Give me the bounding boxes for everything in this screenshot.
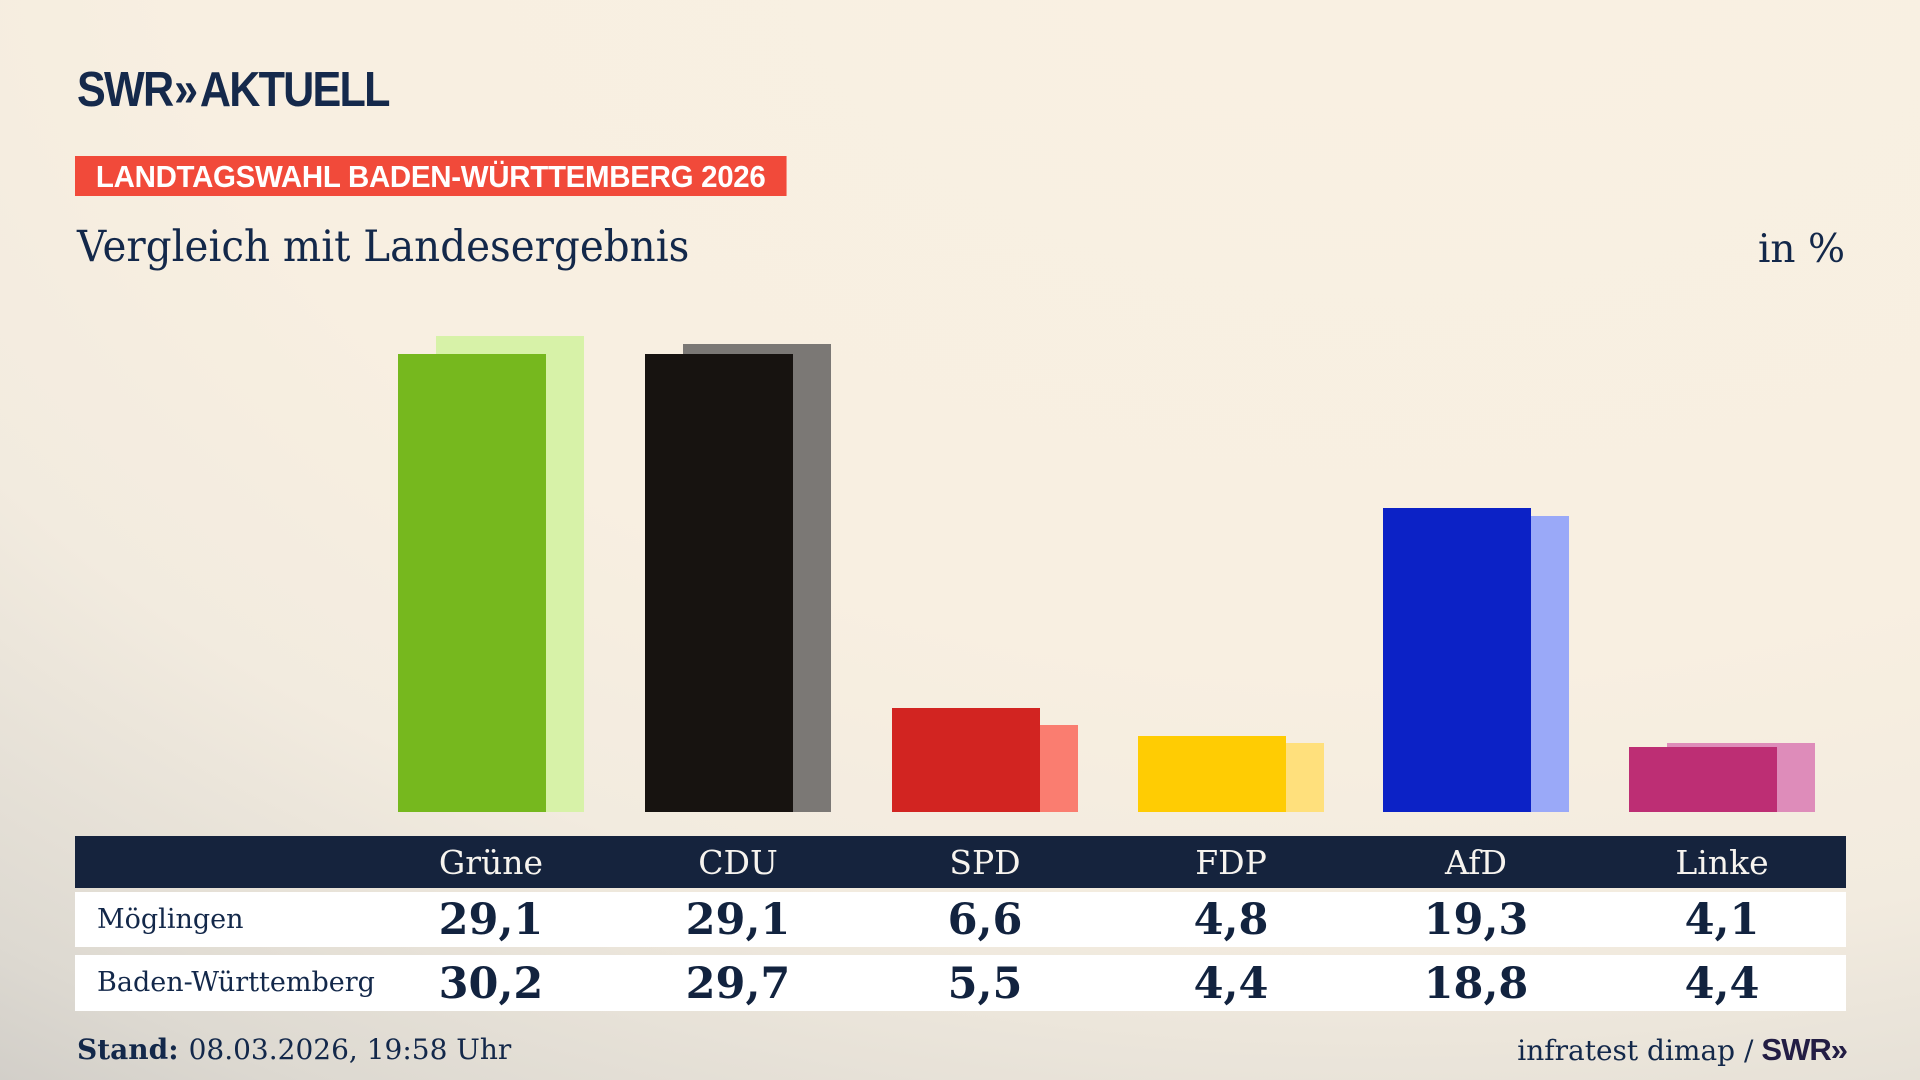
- source-text: infratest dimap /: [1517, 1034, 1754, 1067]
- row-label-baden-wuerttemberg: Baden-Württemberg: [97, 967, 375, 998]
- value-moeglingen-fdp: 4,8: [1193, 895, 1269, 945]
- table-row-moeglingen: [75, 892, 1846, 947]
- party-header-gruene: Grüne: [438, 843, 544, 882]
- value-baden-wuerttemberg-cdu: 29,7: [685, 959, 791, 1009]
- party-header-linke: Linke: [1675, 843, 1769, 882]
- value-moeglingen-spd: 6,6: [947, 895, 1023, 945]
- swr-aktuell-logo: SWR» AKTUELL: [77, 63, 391, 117]
- value-baden-wuerttemberg-linke: 4,4: [1684, 959, 1760, 1009]
- value-baden-wuerttemberg-fdp: 4,4: [1193, 959, 1269, 1009]
- bar-local-afd: [1383, 508, 1531, 812]
- party-header-cdu: CDU: [698, 843, 778, 882]
- value-moeglingen-cdu: 29,1: [685, 895, 791, 945]
- party-header-spd: SPD: [949, 843, 1021, 882]
- value-baden-wuerttemberg-spd: 5,5: [947, 959, 1023, 1009]
- stand-label: Stand:: [77, 1033, 179, 1066]
- value-moeglingen-afd: 19,3: [1423, 895, 1529, 945]
- bar-local-gruene: [398, 354, 546, 812]
- unit-label: in %: [1757, 227, 1845, 272]
- swr-logo-text: SWR: [77, 63, 174, 117]
- bar-local-linke: [1629, 747, 1777, 812]
- value-moeglingen-gruene: 29,1: [438, 895, 544, 945]
- swr-chevrons-icon: »: [174, 63, 198, 117]
- row-label-moeglingen: Möglingen: [97, 904, 244, 935]
- value-baden-wuerttemberg-gruene: 30,2: [438, 959, 544, 1009]
- stand-value: 08.03.2026, 19:58 Uhr: [188, 1033, 512, 1066]
- source-swr-logo: SWR»: [1761, 1032, 1848, 1067]
- chart-title: Vergleich mit Landesergebnis: [77, 222, 690, 272]
- source-swr-chevrons-icon: »: [1830, 1032, 1848, 1067]
- party-header-fdp: FDP: [1195, 843, 1267, 882]
- election-badge: LANDTAGSWAHL BADEN-WÜRTTEMBERG 2026: [75, 156, 787, 196]
- value-moeglingen-linke: 4,1: [1684, 895, 1760, 945]
- bar-local-cdu: [645, 354, 793, 812]
- table-header-band: [75, 836, 1846, 888]
- bar-local-spd: [892, 708, 1040, 812]
- aktuell-logo-text: AKTUELL: [199, 63, 391, 117]
- table-row-baden-wuerttemberg: [75, 955, 1846, 1011]
- party-header-afd: AfD: [1445, 843, 1507, 882]
- value-baden-wuerttemberg-afd: 18,8: [1423, 959, 1529, 1009]
- bar-local-fdp: [1138, 736, 1286, 812]
- source-credit: infratest dimap / SWR»: [1517, 1032, 1848, 1069]
- source-swr-text: SWR: [1761, 1032, 1831, 1067]
- stand-timestamp: Stand: 08.03.2026, 19:58 Uhr: [77, 1032, 511, 1068]
